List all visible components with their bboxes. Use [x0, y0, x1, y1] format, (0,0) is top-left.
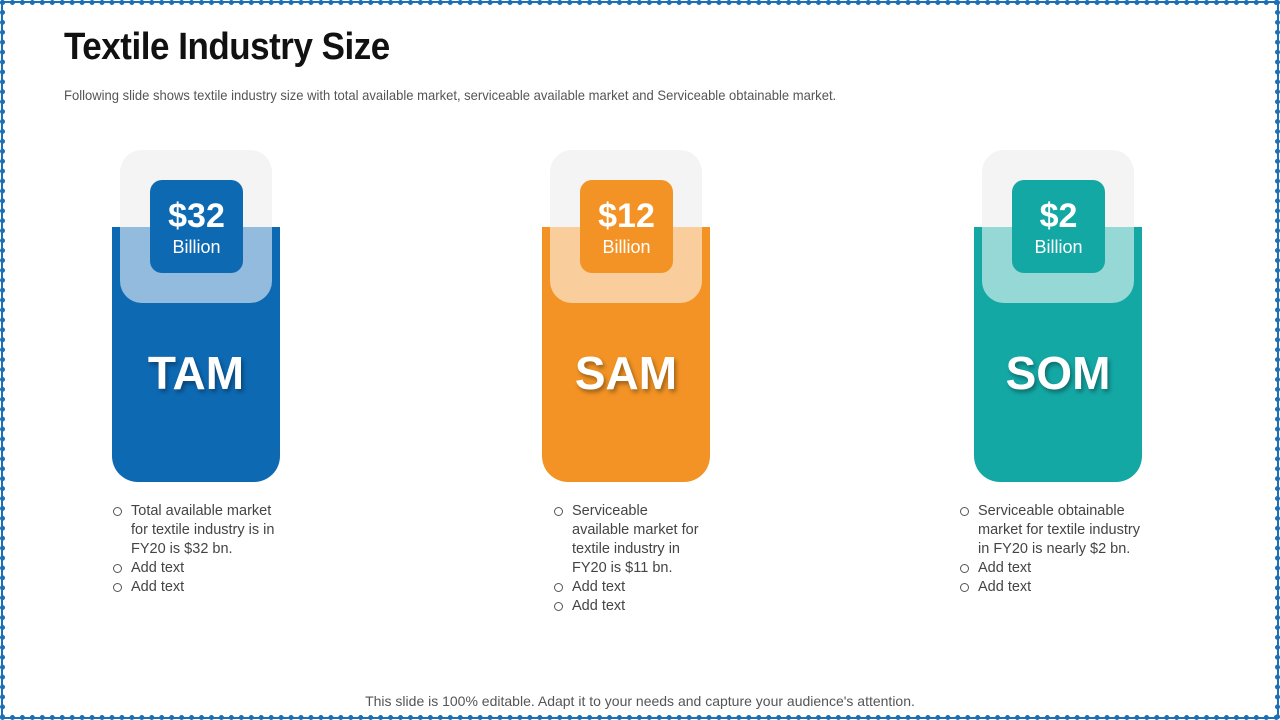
list-item: Add text	[113, 559, 281, 578]
bullet-text: Add text	[572, 598, 626, 614]
card-label: SOM	[1005, 347, 1111, 399]
sam-bullets: Serviceable available market for textile…	[554, 502, 704, 616]
bullet-icon	[960, 507, 969, 516]
bullet-text: Serviceable obtainable market for textil…	[978, 503, 1140, 557]
slide-title: Textile Industry Size	[64, 26, 390, 68]
list-item: Add text	[960, 578, 1150, 597]
list-item: Add text	[554, 597, 704, 616]
bullet-icon	[554, 507, 563, 516]
som-card: $2 Billion SOM	[974, 150, 1142, 482]
list-item: Serviceable obtainable market for textil…	[960, 502, 1150, 559]
bullet-icon	[960, 583, 969, 592]
list-item: Add text	[113, 578, 281, 597]
list-item: Total available market for textile indus…	[113, 502, 281, 559]
value-amount: $2	[1039, 197, 1078, 235]
slide-footer: This slide is 100% editable. Adapt it to…	[365, 693, 915, 709]
bullet-text: Add text	[131, 579, 185, 595]
tam-card: $32 Billion TAM	[112, 150, 280, 482]
bullet-icon	[554, 583, 563, 592]
slide-subtitle: Following slide shows textile industry s…	[64, 87, 837, 103]
bullet-icon	[113, 507, 122, 516]
bullet-icon	[113, 564, 122, 573]
value-amount: $12	[598, 197, 655, 235]
value-unit: Billion	[602, 237, 651, 257]
bullet-text: Add text	[978, 560, 1032, 576]
value-unit: Billion	[172, 237, 221, 257]
value-amount: $32	[168, 197, 225, 235]
bullet-text: Serviceable available market for textile…	[572, 503, 699, 576]
bullet-text: Add text	[131, 560, 185, 576]
bullet-icon	[554, 602, 563, 611]
card-label: TAM	[147, 347, 245, 399]
value-box: $2 Billion	[1012, 180, 1105, 273]
som-bullets: Serviceable obtainable market for textil…	[960, 502, 1150, 597]
list-item: Serviceable available market for textile…	[554, 502, 704, 578]
sam-card: $12 Billion SAM	[542, 150, 710, 482]
tam-bullets: Total available market for textile indus…	[113, 502, 281, 597]
bullet-icon	[113, 583, 122, 592]
bullet-text: Total available market for textile indus…	[131, 503, 275, 557]
list-item: Add text	[554, 578, 704, 597]
bullet-text: Add text	[572, 579, 626, 595]
bullet-text: Add text	[978, 579, 1032, 595]
value-box: $32 Billion	[150, 180, 243, 273]
card-label: SAM	[574, 347, 678, 399]
value-unit: Billion	[1034, 237, 1083, 257]
list-item: Add text	[960, 559, 1150, 578]
value-box: $12 Billion	[580, 180, 673, 273]
bullet-icon	[960, 564, 969, 573]
